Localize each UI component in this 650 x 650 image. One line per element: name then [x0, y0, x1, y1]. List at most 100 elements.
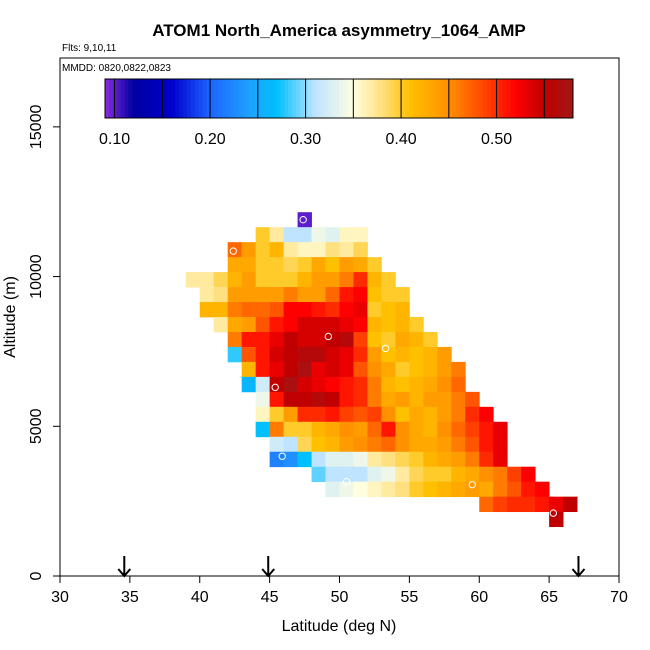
- colorbar-segment: [249, 79, 254, 118]
- heatmap-cell: [437, 466, 452, 483]
- colorbar-segment: [522, 79, 527, 118]
- heatmap-cell: [297, 272, 312, 288]
- heatmap-cell: [269, 346, 285, 363]
- heatmap-cell: [241, 257, 257, 273]
- x-tick-label: 60: [470, 589, 488, 606]
- heatmap-cell: [311, 376, 326, 393]
- heatmap-cell: [199, 272, 215, 288]
- heatmap-cell: [339, 346, 354, 363]
- heatmap-cell: [311, 317, 326, 333]
- colorbar-segment: [288, 79, 293, 118]
- colorbar-segment: [257, 79, 262, 118]
- dates-label: MMDD: 0820,0822,0823: [62, 63, 171, 74]
- colorbar-tick-label: 0.40: [386, 131, 417, 148]
- heatmap-cell: [199, 302, 215, 318]
- colorbar-segment: [144, 79, 149, 118]
- colorbar-segment: [561, 79, 566, 118]
- heatmap-cell: [353, 346, 368, 363]
- heatmap-cell: [339, 242, 354, 258]
- heatmap-cell: [339, 272, 354, 288]
- heatmap-cell: [395, 302, 410, 318]
- heatmap-cell: [423, 451, 438, 468]
- colorbar-segment: [327, 79, 332, 118]
- heatmap-cell: [409, 406, 424, 423]
- x-tick-label: 35: [121, 589, 139, 606]
- colorbar-tick-label: 0.50: [481, 131, 512, 148]
- heatmap-cell: [353, 331, 368, 348]
- heatmap-cell: [353, 302, 368, 318]
- heatmap-cell: [423, 481, 438, 498]
- heatmap-cell: [311, 451, 326, 468]
- heatmap-cell: [367, 406, 382, 423]
- colorbar-segment: [163, 79, 168, 118]
- colorbar-segment: [311, 79, 317, 118]
- x-axis: 30 35 40 45 50 55 60 65 70: [51, 576, 628, 606]
- colorbar: 0.10 0.20 0.30 0.40 0.50: [99, 78, 574, 148]
- heatmap-cell: [395, 481, 410, 498]
- colorbar-segment: [155, 79, 161, 118]
- flight-arrow: [571, 556, 586, 578]
- heatmap-cell: [353, 481, 368, 498]
- heatmap-cell: [339, 287, 354, 303]
- heatmap-cell: [255, 346, 271, 363]
- x-tick-label: 55: [400, 589, 418, 606]
- heatmap-cell: [311, 287, 326, 303]
- heatmap-cell: [339, 317, 354, 333]
- colorbar-segment: [272, 79, 278, 118]
- heatmap-cell: [255, 272, 271, 288]
- colorbar-segment: [479, 79, 484, 118]
- x-tick-label: 50: [331, 589, 349, 606]
- colorbar-segment: [303, 79, 309, 118]
- colorbar-segment: [405, 79, 410, 118]
- colorbar-segment: [424, 79, 430, 118]
- heatmap-cell: [409, 317, 424, 333]
- heatmap-cell: [325, 481, 340, 498]
- x-tick-label: 40: [191, 589, 209, 606]
- colorbar-segment: [381, 79, 387, 118]
- heatmap-cell: [395, 361, 410, 378]
- heatmap-cell: [311, 257, 326, 273]
- colorbar-segment: [432, 79, 437, 118]
- heatmap-cell: [339, 257, 354, 273]
- heatmap-cell: [241, 361, 257, 378]
- heatmap-cell: [227, 302, 243, 318]
- colorbar-segment: [530, 79, 535, 118]
- colorbar-segment: [518, 79, 523, 118]
- colorbar-segment: [444, 79, 449, 118]
- heatmap-cell: [255, 391, 271, 408]
- sample-marker: [381, 344, 390, 353]
- colorbar-segment: [569, 79, 574, 118]
- heatmap-cell: [255, 227, 271, 243]
- heatmap-cell: [339, 376, 354, 393]
- heatmap-cell: [465, 391, 480, 408]
- heatmap-cell: [241, 242, 257, 258]
- colorbar-segment: [378, 79, 383, 118]
- heatmap-cell: [325, 242, 340, 258]
- colorbar-frame: [104, 78, 574, 119]
- colorbar-segment: [315, 79, 320, 118]
- heatmap-cell: [339, 436, 354, 453]
- colorbar-segment: [366, 79, 371, 118]
- heatmap-cell: [549, 511, 564, 527]
- heatmap-cell: [437, 436, 452, 453]
- heatmap-cell: [283, 242, 298, 258]
- heatmap-cell: [451, 361, 466, 378]
- heatmap-cell: [283, 406, 298, 423]
- colorbar-segment: [420, 79, 426, 118]
- heatmap-cell: [227, 317, 243, 333]
- colorbar-segment: [225, 79, 231, 118]
- heatmap-cell: [423, 406, 438, 423]
- heatmap-cell: [283, 331, 298, 348]
- colorbar-segment: [233, 79, 239, 118]
- heatmap-cell: [227, 287, 243, 303]
- colorbar-segment: [128, 79, 133, 118]
- heatmap-cell: [367, 302, 382, 318]
- heatmap-cell: [367, 361, 382, 378]
- heatmap-cell: [437, 391, 452, 408]
- colorbar-segment: [385, 79, 391, 118]
- heatmap-cell: [283, 257, 298, 273]
- y-tick-label: 10000: [28, 254, 45, 299]
- colorbar-segment: [147, 79, 153, 118]
- sample-marker: [468, 480, 476, 489]
- colorbar-segment: [319, 79, 324, 118]
